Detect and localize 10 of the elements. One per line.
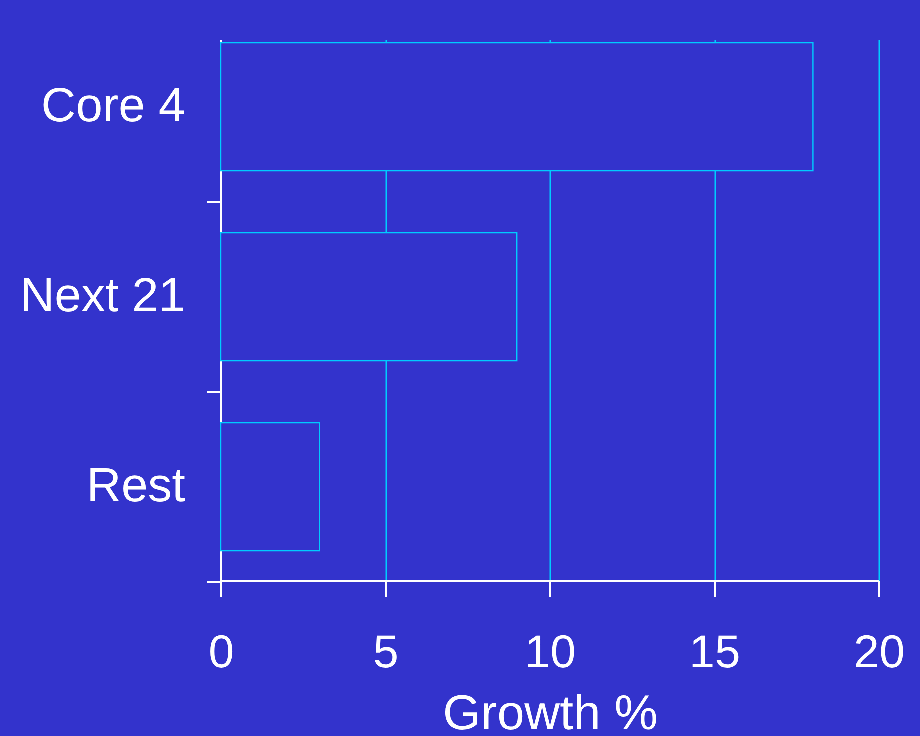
x-axis-title: Growth % [442, 686, 658, 736]
x-tick-label: 5 [373, 626, 399, 678]
y-tick-label: Rest [86, 460, 186, 513]
x-tick-label: 15 [689, 626, 741, 678]
x-tick-label: 10 [524, 626, 576, 678]
y-tick-label: Core 4 [41, 80, 186, 133]
x-tick-label: 0 [208, 626, 234, 678]
bar [220, 422, 320, 552]
y-tick-label: Next 21 [20, 270, 186, 323]
x-tick-label: 20 [854, 626, 906, 678]
